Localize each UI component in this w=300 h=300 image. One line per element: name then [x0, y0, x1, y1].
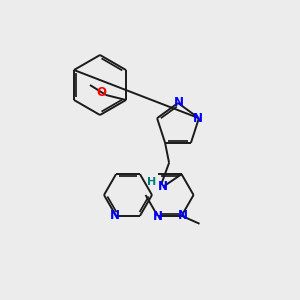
- Text: H: H: [147, 177, 157, 187]
- Text: N: N: [174, 95, 184, 109]
- Text: N: N: [193, 112, 203, 125]
- Text: N: N: [153, 210, 163, 223]
- Text: N: N: [110, 209, 120, 222]
- Text: N: N: [178, 209, 188, 222]
- Text: N: N: [158, 180, 168, 193]
- Text: O: O: [96, 86, 106, 100]
